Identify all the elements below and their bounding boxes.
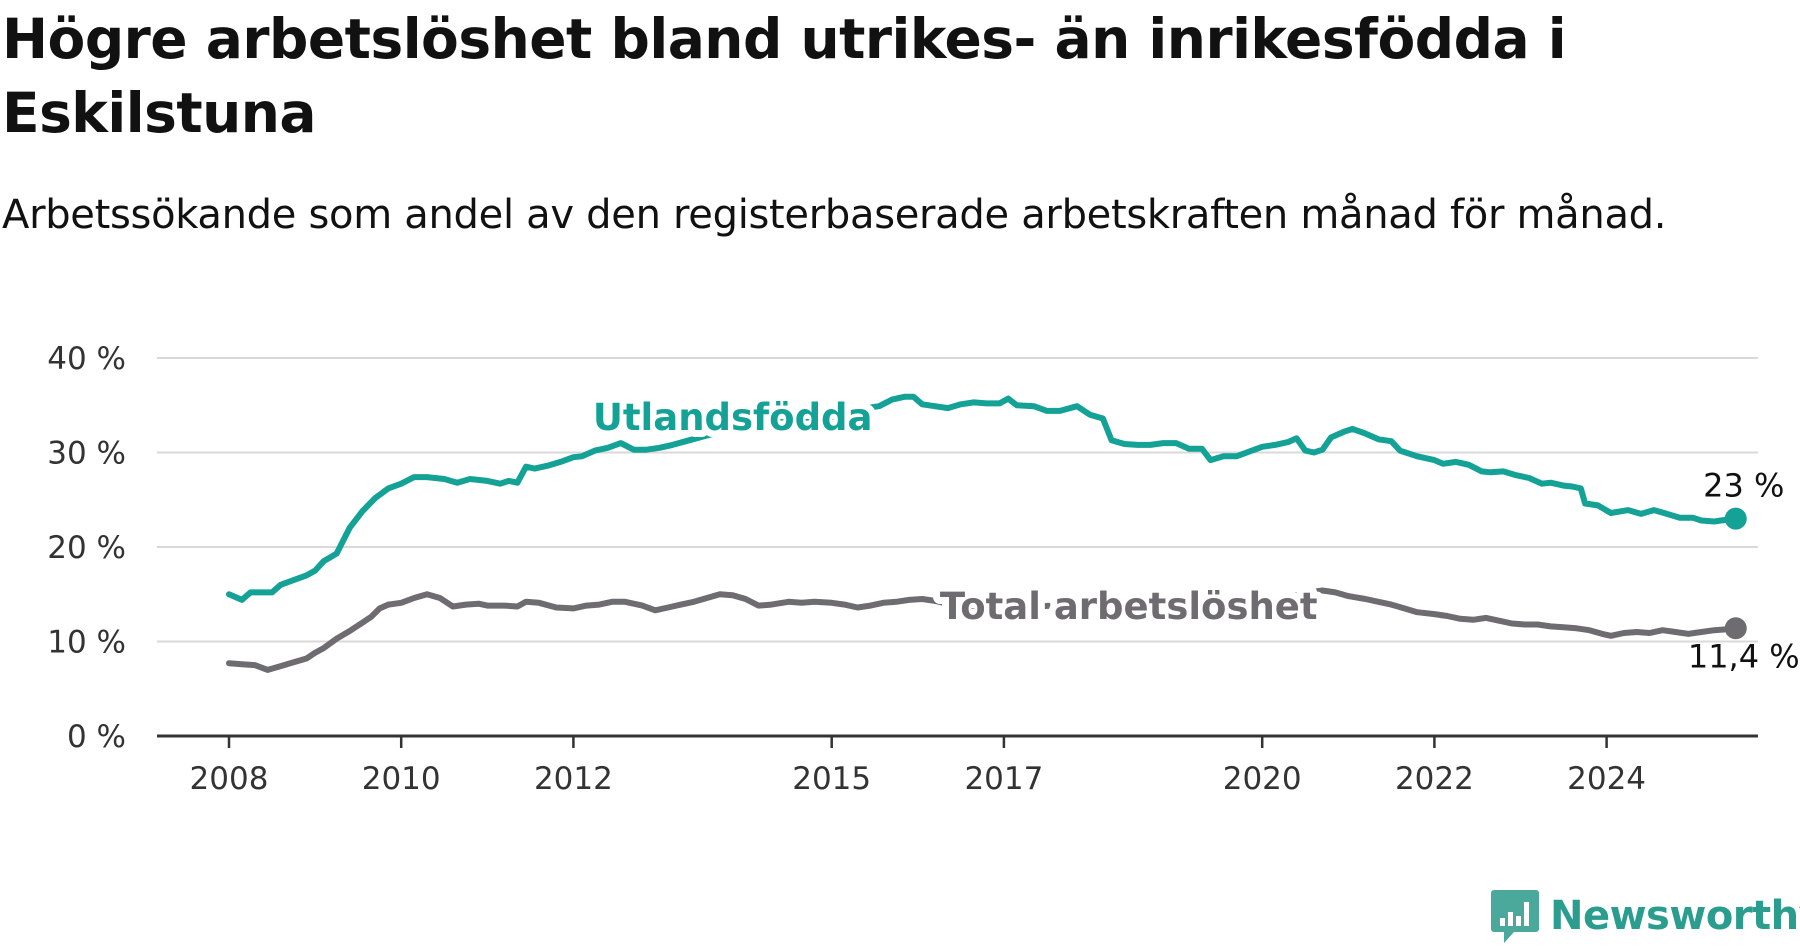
utlandsfodda-line xyxy=(226,393,1739,603)
axes: 0 % 10 % 20 % 30 % 40 % 2008 2010 2012 2015 2017 2… xyxy=(47,341,1758,797)
utlandsfodda-end-label: 23 % xyxy=(1703,467,1784,505)
total-end-label: 11,4 % xyxy=(1688,637,1800,675)
y-tick-label: 30 % xyxy=(47,436,126,472)
total-line xyxy=(226,587,1739,673)
x-tick-label: 2012 xyxy=(534,761,613,797)
chart-subtitle: Arbetssökande som andel av den registerb… xyxy=(2,192,1667,238)
y-tick-label: 40 % xyxy=(47,341,126,377)
brand: Newsworthy xyxy=(1490,888,1800,944)
utlandsfodda-end-marker xyxy=(1724,507,1747,530)
x-tick-label: 2020 xyxy=(1223,761,1302,797)
series-lines xyxy=(226,393,1747,673)
chart-title: Högre arbetslöshet bland utrikes- än inr… xyxy=(2,7,1567,145)
y-tick-label: 10 % xyxy=(47,625,126,661)
series-labels: 23 % 11,4 % Utlandsfödda Total arbetslöshet xyxy=(586,389,1800,675)
total-series-label: Total arbetslöshet xyxy=(940,585,1318,628)
x-tick-label: 2008 xyxy=(190,761,269,797)
gridlines xyxy=(157,357,1758,643)
total-end-marker xyxy=(1724,617,1747,640)
newsworthy-logo-icon xyxy=(1491,890,1539,943)
x-tick-label: 2022 xyxy=(1395,761,1474,797)
x-tick-label: 2017 xyxy=(964,761,1043,797)
y-tick-label: 20 % xyxy=(47,530,126,566)
x-tick-label: 2024 xyxy=(1567,761,1646,797)
y-tick-label: 0 % xyxy=(67,719,126,755)
brand-name: Newsworthy xyxy=(1550,893,1800,939)
x-tick-label: 2010 xyxy=(362,761,441,797)
x-tick-label: 2015 xyxy=(792,761,871,797)
utlandsfodda-series-label: Utlandsfödda xyxy=(593,396,873,439)
